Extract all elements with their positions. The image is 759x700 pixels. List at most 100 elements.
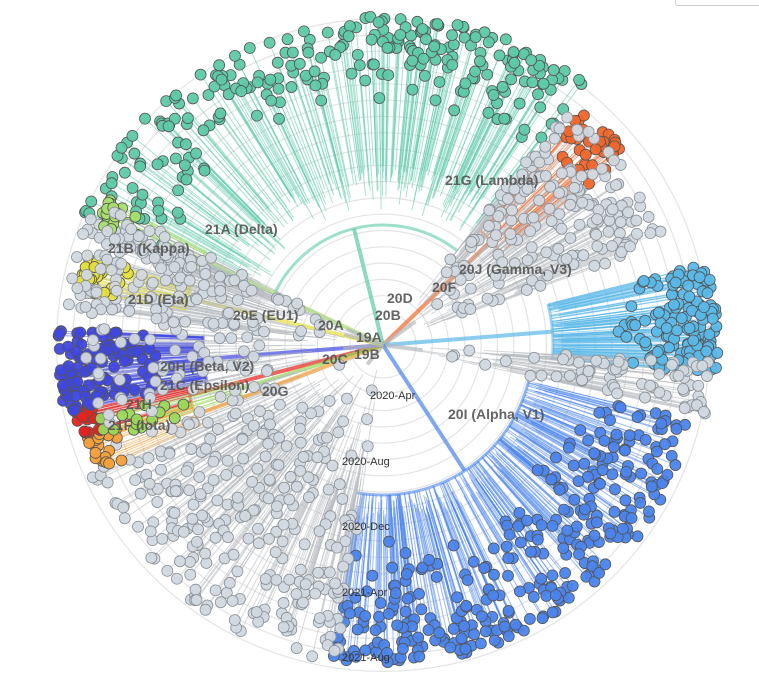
tip-d20[interactable] xyxy=(631,227,643,240)
tip-g20[interactable] xyxy=(343,519,356,532)
tip-g20[interactable] xyxy=(118,512,131,525)
tip-gamma[interactable] xyxy=(683,322,696,335)
tip-delta[interactable] xyxy=(134,160,146,173)
tip-eu1[interactable] xyxy=(214,284,227,297)
tip-alpha[interactable] xyxy=(460,600,473,612)
tip-b20[interactable] xyxy=(696,359,709,372)
tip-gamma[interactable] xyxy=(660,322,673,334)
tip-eu1[interactable] xyxy=(90,286,103,299)
tip-beta[interactable] xyxy=(53,327,66,340)
tip-d20[interactable] xyxy=(548,132,561,145)
tip-delta[interactable] xyxy=(168,112,181,125)
tip-beta[interactable] xyxy=(70,345,83,358)
tip-alpha[interactable] xyxy=(608,506,621,518)
tip-delta[interactable] xyxy=(202,89,215,101)
tip-alpha[interactable] xyxy=(527,591,540,603)
tip-delta[interactable] xyxy=(451,19,464,31)
tip-g20[interactable] xyxy=(169,485,182,497)
tip-alpha[interactable] xyxy=(553,483,566,496)
tip-gamma[interactable] xyxy=(639,314,651,327)
tip-d20[interactable] xyxy=(624,240,636,253)
tip-a20[interactable] xyxy=(108,233,121,246)
tip-gamma[interactable] xyxy=(703,328,716,341)
tip-eu1[interactable] xyxy=(246,316,259,328)
tip-eu1[interactable] xyxy=(80,269,93,281)
tip-gamma[interactable] xyxy=(682,279,695,292)
tip-g20[interactable] xyxy=(171,572,183,585)
tip-alpha[interactable] xyxy=(500,540,513,553)
tip-alpha[interactable] xyxy=(361,585,373,598)
tip-g20[interactable] xyxy=(259,382,272,395)
tip-alpha[interactable] xyxy=(517,624,530,637)
tip-delta[interactable] xyxy=(469,31,482,44)
tip-c20[interactable] xyxy=(261,365,273,378)
tip-g20[interactable] xyxy=(277,621,290,634)
tip-delta[interactable] xyxy=(281,33,294,46)
tip-alpha[interactable] xyxy=(381,647,393,659)
tip-d20[interactable] xyxy=(564,198,577,211)
tip-g20[interactable] xyxy=(229,407,242,420)
tip-alpha[interactable] xyxy=(502,552,515,565)
tip-b20[interactable] xyxy=(550,370,563,383)
tip-delta[interactable] xyxy=(487,89,500,101)
tip-alpha[interactable] xyxy=(447,539,460,552)
tip-delta[interactable] xyxy=(180,173,193,186)
tip-eu1[interactable] xyxy=(135,268,148,281)
clade-label-beta[interactable]: 20H (Beta, V2) xyxy=(160,358,254,374)
tip-d20[interactable] xyxy=(575,170,588,183)
tip-g20[interactable] xyxy=(297,451,310,463)
tip-gamma[interactable] xyxy=(700,345,713,358)
tip-c20[interactable] xyxy=(225,332,238,345)
tip-g20[interactable] xyxy=(242,532,255,545)
tip-d20[interactable] xyxy=(541,269,554,282)
tip-d20[interactable] xyxy=(552,242,565,255)
tip-delta[interactable] xyxy=(368,58,380,71)
tip-b20[interactable] xyxy=(645,354,657,367)
tip-g20[interactable] xyxy=(283,573,296,586)
tip-epsilon[interactable] xyxy=(168,412,181,425)
tip-a20[interactable] xyxy=(291,297,304,310)
tip-d20[interactable] xyxy=(555,222,568,235)
tip-d20[interactable] xyxy=(483,219,495,232)
tip-delta[interactable] xyxy=(271,56,284,69)
tip-eu1[interactable] xyxy=(162,295,175,307)
tip-alpha[interactable] xyxy=(655,417,668,430)
tip-delta[interactable] xyxy=(474,55,486,68)
tip-g20[interactable] xyxy=(247,419,260,432)
tip-delta[interactable] xyxy=(208,80,221,93)
tip-g20[interactable] xyxy=(293,422,306,435)
tip-d20[interactable] xyxy=(614,216,627,228)
tip-g20[interactable] xyxy=(190,594,203,606)
tip-alpha[interactable] xyxy=(614,401,627,414)
tip-b20[interactable] xyxy=(499,355,512,367)
tip-delta[interactable] xyxy=(251,76,264,89)
tip-g20[interactable] xyxy=(227,548,240,561)
tip-g20[interactable] xyxy=(337,560,350,573)
tip-delta[interactable] xyxy=(321,26,334,39)
tip-g20[interactable] xyxy=(251,462,264,475)
tip-delta[interactable] xyxy=(302,46,315,59)
tip-g20[interactable] xyxy=(361,413,373,426)
tip-eu1[interactable] xyxy=(84,213,97,226)
tip-g20[interactable] xyxy=(322,483,335,496)
tip-eu1[interactable] xyxy=(207,317,220,330)
tip-eu1[interactable] xyxy=(155,262,167,275)
tip-d20[interactable] xyxy=(464,303,477,315)
tip-delta[interactable] xyxy=(179,159,191,172)
tip-g20[interactable] xyxy=(313,525,326,538)
tip-d20[interactable] xyxy=(533,156,546,169)
tip-d20[interactable] xyxy=(543,202,556,215)
tip-g20[interactable] xyxy=(294,563,307,576)
tip-b20[interactable] xyxy=(678,402,691,415)
tip-alpha[interactable] xyxy=(579,503,591,516)
tip-g20[interactable] xyxy=(263,532,275,545)
tip-d20[interactable] xyxy=(564,232,577,245)
tip-c20[interactable] xyxy=(94,352,107,365)
clade-label-20c[interactable]: 20C xyxy=(322,351,348,367)
tip-alpha[interactable] xyxy=(596,464,609,476)
tip-c20[interactable] xyxy=(241,331,254,344)
tip-g20[interactable] xyxy=(298,538,311,551)
tip-delta[interactable] xyxy=(263,36,276,49)
tip-gamma[interactable] xyxy=(629,319,642,331)
tip-g20[interactable] xyxy=(278,481,290,494)
